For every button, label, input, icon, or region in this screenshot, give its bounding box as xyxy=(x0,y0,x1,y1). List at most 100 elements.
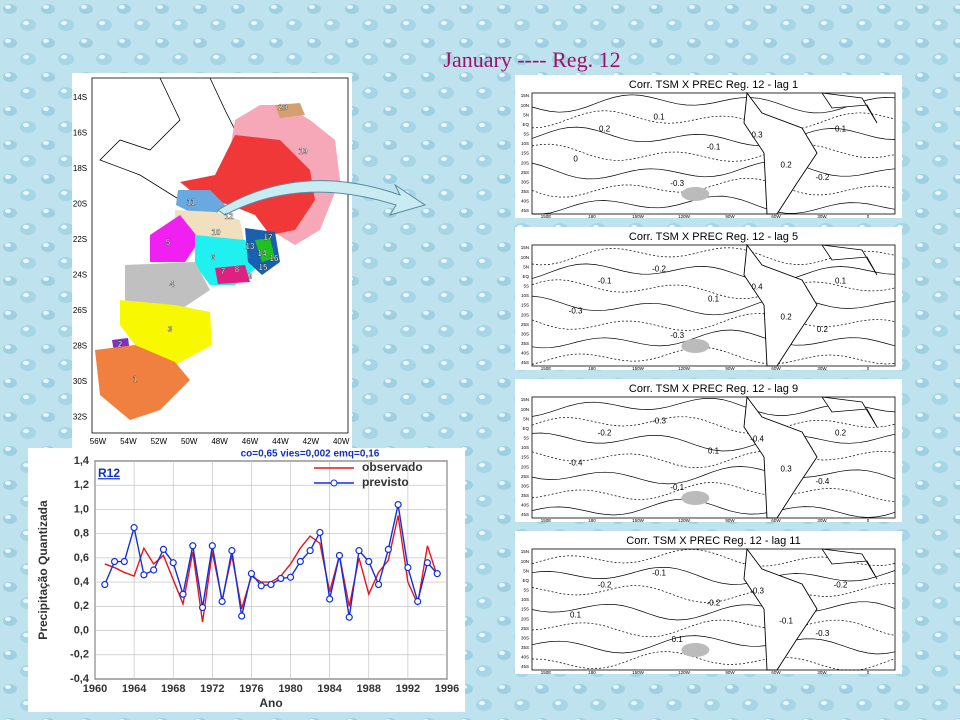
data-point xyxy=(374,580,383,589)
contour-label: -0.2 xyxy=(834,580,848,589)
lon-tick-label: 150W xyxy=(632,366,645,371)
lon-tick-label: 150E xyxy=(541,366,552,371)
contour xyxy=(531,635,896,655)
y-tick-label: 0,8 xyxy=(74,528,89,540)
lat-tick-label: 5S xyxy=(523,436,529,441)
lat-tick-label: 40S xyxy=(521,199,529,204)
data-point xyxy=(247,570,256,578)
region-label: 9 xyxy=(248,272,253,281)
lat-label: 28S xyxy=(73,342,87,351)
contour-label: 0.2 xyxy=(835,428,847,437)
lat-tick-label: 35S xyxy=(521,189,529,194)
region xyxy=(275,103,305,118)
lon-tick-label: 0 xyxy=(867,670,870,675)
contour xyxy=(531,160,896,180)
lon-tick-label: 120W xyxy=(678,670,691,675)
shaded-area xyxy=(681,491,710,505)
lat-tick-label: 45S xyxy=(521,512,529,517)
y-tick-label: 0,2 xyxy=(74,600,89,612)
slide-title: January ---- Reg. 12 xyxy=(443,47,620,72)
y-tick-label: -0,4 xyxy=(70,673,90,685)
lat-tick-label: 40S xyxy=(521,503,529,508)
contour xyxy=(531,313,896,331)
data-point xyxy=(169,559,177,567)
lat-tick-label: 30S xyxy=(521,179,529,184)
x-tick-label: 1968 xyxy=(161,683,185,695)
lat-label: 18S xyxy=(73,164,87,173)
lat-tick-label: 40S xyxy=(521,351,529,356)
region-map: 14S 16S 18S 20S 22S 24S 26S 28S 30S 32S 56W 54W 52W 5… xyxy=(72,73,427,453)
x-tick-label: 1964 xyxy=(122,683,147,695)
lon-tick-label: 90W xyxy=(725,214,735,219)
lon-tick-label: 0 xyxy=(867,214,870,219)
continent xyxy=(821,92,878,124)
lon-tick-label: 150E xyxy=(541,670,552,675)
lat-label: 24S xyxy=(73,271,87,280)
contour-label: -0.4 xyxy=(750,434,764,443)
region-label: 11 xyxy=(187,198,196,207)
contour-label: -0.1 xyxy=(670,483,684,492)
contour-label: -0.1 xyxy=(598,276,612,285)
lat-tick-label: 25S xyxy=(521,322,529,327)
x-tick-label: 1972 xyxy=(200,683,224,695)
contour xyxy=(531,177,896,198)
lon-label: 40W xyxy=(333,437,350,446)
lat-tick-label: 5S xyxy=(523,284,529,289)
data-point xyxy=(150,566,158,574)
continent xyxy=(743,547,818,671)
lon-label: 48W xyxy=(211,437,228,446)
border xyxy=(99,77,236,201)
region xyxy=(180,135,315,235)
lat-tick-label: EQ xyxy=(522,274,529,279)
contour-label: 0.1 xyxy=(835,124,847,133)
contour xyxy=(531,126,896,147)
lat-tick-label: 20S xyxy=(521,312,529,317)
x-tick-label: 1996 xyxy=(435,683,459,695)
contour-label: 0.1 xyxy=(570,611,582,620)
region-label: 7 xyxy=(221,267,226,276)
contour-label: 0.3 xyxy=(781,465,793,474)
contour-label: -0.3 xyxy=(670,331,684,340)
contour-label: 0.2 xyxy=(599,124,611,133)
x-axis-label: Ano xyxy=(259,696,282,710)
lat-label: 14S xyxy=(73,93,87,102)
data-point xyxy=(365,557,373,566)
annotation: R12 xyxy=(98,466,120,480)
lat-tick-label: 10N xyxy=(521,255,529,260)
data-point xyxy=(101,580,109,589)
x-tick-label: 1988 xyxy=(357,683,381,695)
contour xyxy=(531,143,896,162)
data-point xyxy=(296,557,304,566)
contour-label: 0.1 xyxy=(708,447,720,456)
panel-plot xyxy=(531,396,896,519)
contour xyxy=(531,651,896,671)
lat-tick-label: 25S xyxy=(521,170,529,175)
lat-tick-label: 15S xyxy=(521,151,529,156)
contour-label: 0.1 xyxy=(672,635,684,644)
legend-label: observado xyxy=(362,460,423,474)
lat-label: 16S xyxy=(73,129,87,138)
lat-label: 20S xyxy=(73,200,87,209)
lat-tick-label: 25S xyxy=(521,626,529,631)
panel-title: Corr. TSM X PREC Reg. 12 - lag 5 xyxy=(629,231,798,243)
region xyxy=(176,190,225,215)
contour-label: -0.3 xyxy=(569,307,583,316)
contour-label: 0 xyxy=(573,155,578,164)
lon-tick-label: 0 xyxy=(867,518,870,523)
lat-tick-label: 35S xyxy=(521,341,529,346)
chart-subtitle: co=0,65 vies=0,002 emq=0,16 xyxy=(241,449,380,460)
region-label: 17 xyxy=(264,233,273,242)
x-tick-label: 1976 xyxy=(239,683,263,695)
region-label: 13 xyxy=(246,242,255,251)
contour xyxy=(531,482,896,502)
contour xyxy=(531,466,896,485)
contour xyxy=(531,94,896,114)
contour-label: -0.3 xyxy=(816,629,830,638)
data-point xyxy=(218,597,226,606)
lon-label: 56W xyxy=(90,437,107,446)
lon-tick-label: 60W xyxy=(771,670,781,675)
lon-tick-label: 120W xyxy=(678,214,691,219)
lat-tick-label: 30S xyxy=(521,635,529,640)
data-point xyxy=(316,528,324,537)
